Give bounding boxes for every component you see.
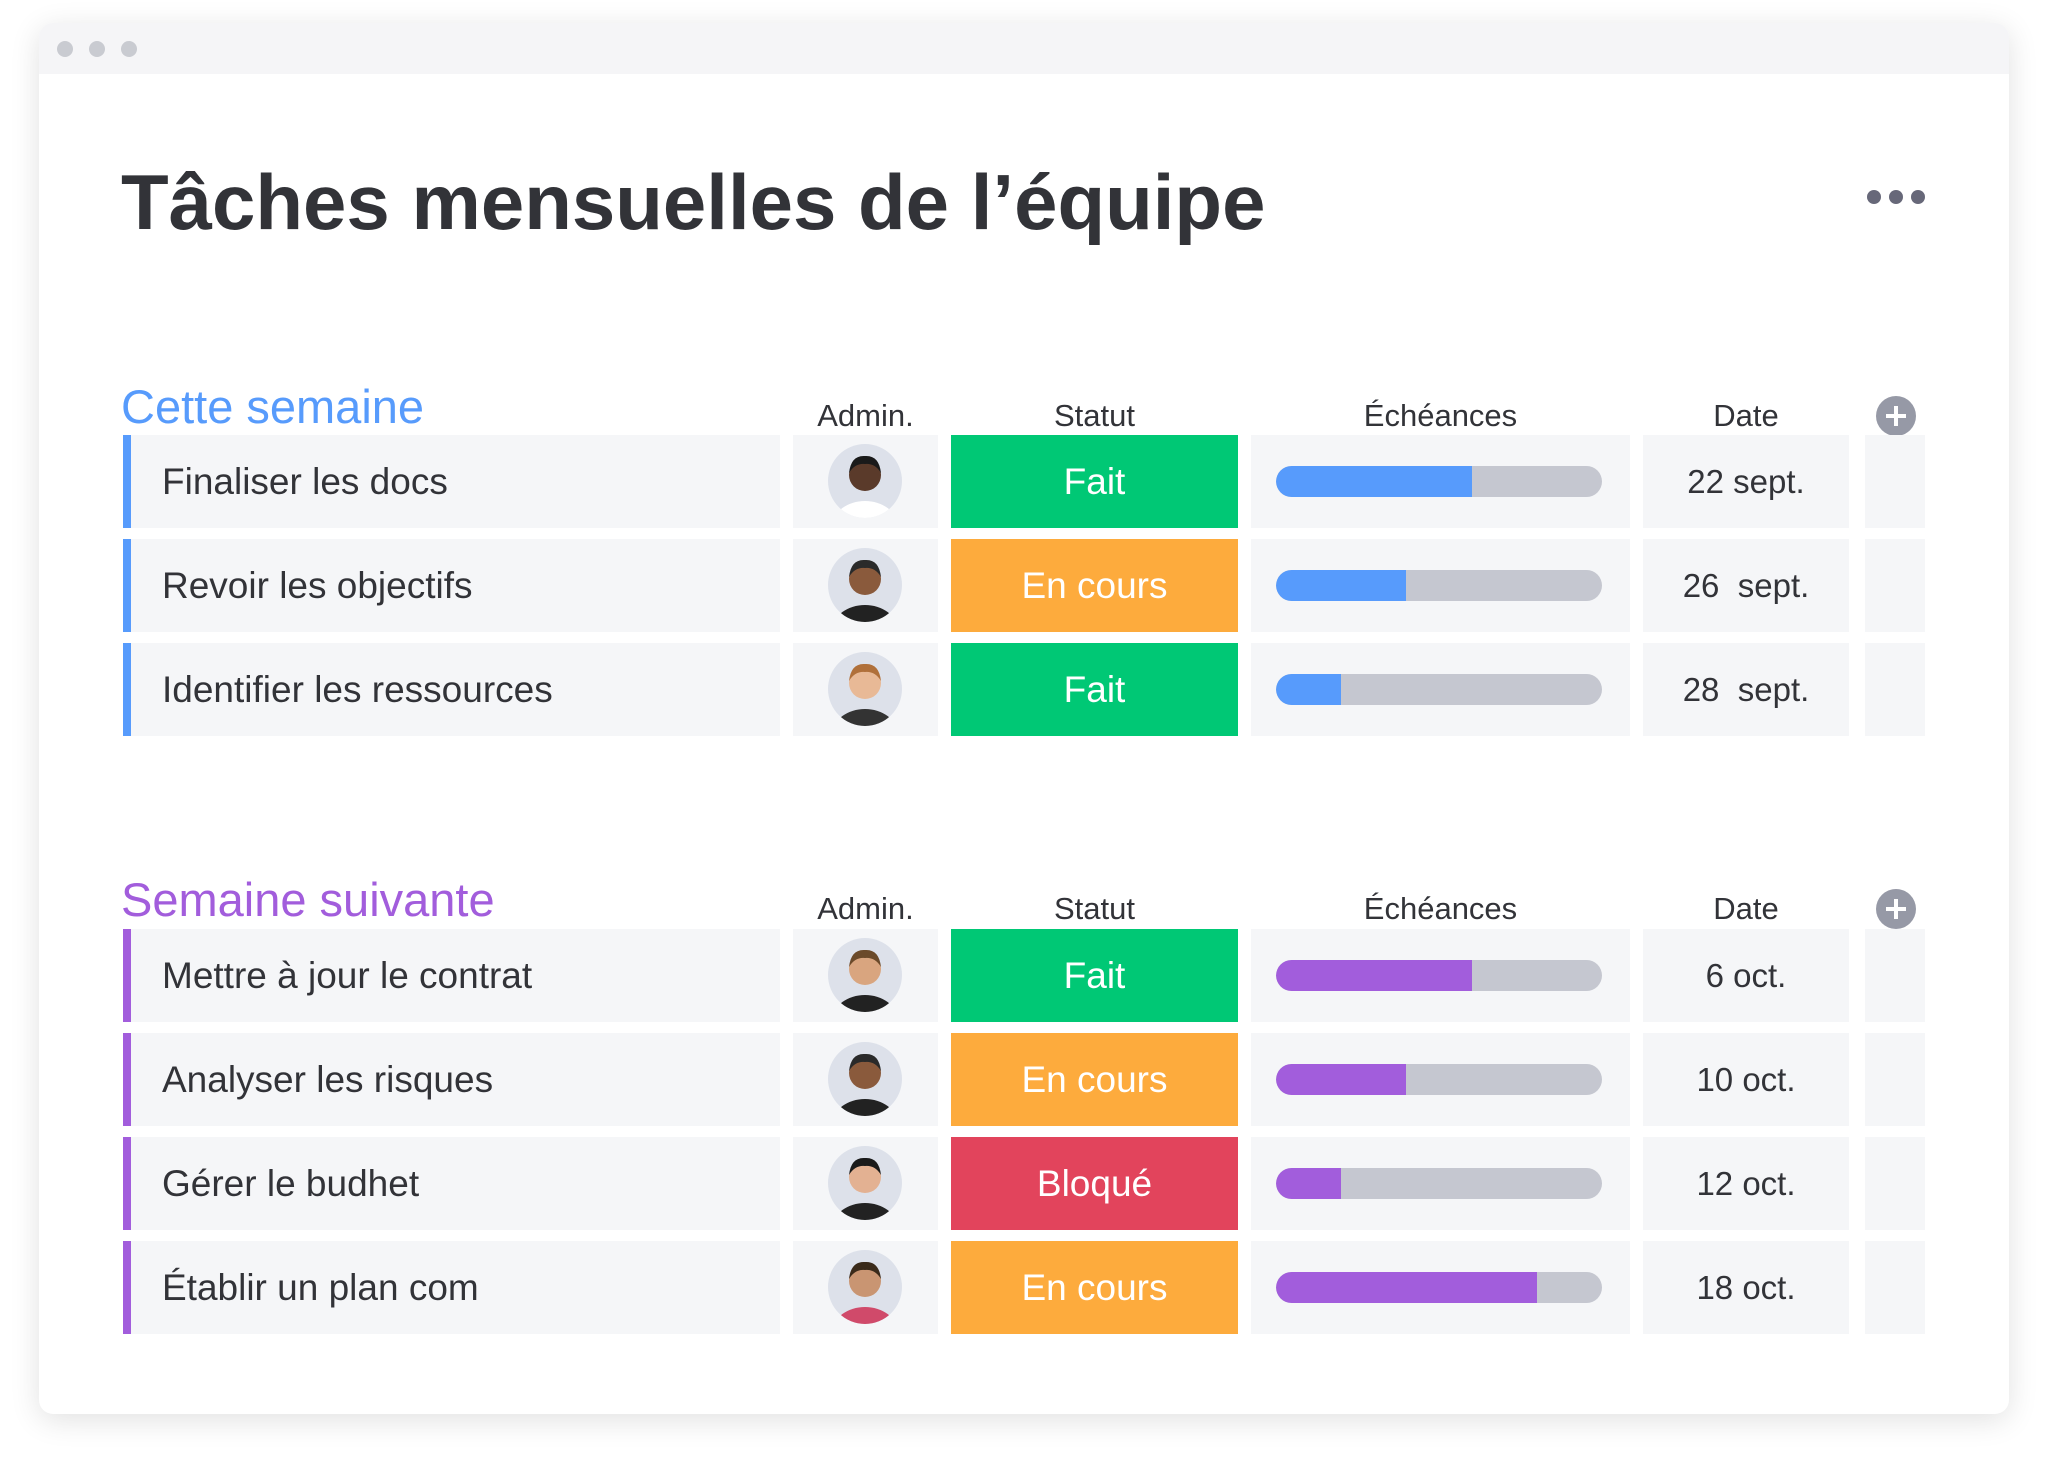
status-cell: Bloqué xyxy=(951,1137,1238,1230)
task-name: Analyser les risques xyxy=(131,1033,780,1126)
status-cell: En cours xyxy=(951,1241,1238,1334)
progress-fill xyxy=(1276,570,1407,601)
empty-cell xyxy=(1865,435,1925,528)
progress-track xyxy=(1276,960,1602,991)
progress-track xyxy=(1276,1064,1602,1095)
avatar[interactable] xyxy=(827,547,903,623)
task-name: Finaliser les docs xyxy=(131,435,780,528)
status-cell: Fait xyxy=(951,929,1238,1022)
avatar[interactable] xyxy=(827,443,903,519)
avatar[interactable] xyxy=(827,651,903,727)
date-cell: 10 oct. xyxy=(1643,1033,1849,1126)
avatar[interactable] xyxy=(827,1249,903,1325)
title-bar xyxy=(39,23,2009,74)
column-header: Date xyxy=(1713,891,1779,926)
avatar[interactable] xyxy=(827,1145,903,1221)
row-color-bar xyxy=(123,1137,131,1230)
column-header: Échéances xyxy=(1363,398,1518,433)
avatar[interactable] xyxy=(827,937,903,1013)
empty-cell xyxy=(1865,643,1925,736)
date-cell: 12 oct. xyxy=(1643,1137,1849,1230)
task-name: Mettre à jour le contrat xyxy=(131,929,780,1022)
row-color-bar xyxy=(123,1033,131,1126)
progress-track xyxy=(1276,1168,1602,1199)
status-cell: En cours xyxy=(951,1033,1238,1126)
avatar[interactable] xyxy=(827,1041,903,1117)
column-header: Date xyxy=(1713,398,1779,433)
status-cell: Fait xyxy=(951,435,1238,528)
progress-track xyxy=(1276,1272,1602,1303)
window-dot xyxy=(57,41,73,57)
window-dot xyxy=(121,41,137,57)
date-cell: 28 sept. xyxy=(1643,643,1849,736)
row-color-bar xyxy=(123,539,131,632)
empty-cell xyxy=(1865,1033,1925,1126)
column-header: Statut xyxy=(1054,891,1135,926)
progress-track xyxy=(1276,466,1602,497)
row-color-bar xyxy=(123,643,131,736)
add-column-button[interactable] xyxy=(1875,395,1917,437)
progress-track xyxy=(1276,674,1602,705)
add-column-button[interactable] xyxy=(1875,888,1917,930)
date-cell: 22 sept. xyxy=(1643,435,1849,528)
column-header: Échéances xyxy=(1363,891,1518,926)
task-name: Gérer le budhet xyxy=(131,1137,780,1230)
column-header: Statut xyxy=(1054,398,1135,433)
window-dot xyxy=(89,41,105,57)
progress-fill xyxy=(1276,674,1342,705)
progress-fill xyxy=(1276,1064,1407,1095)
status-cell: En cours xyxy=(951,539,1238,632)
group-title: Semaine suivante xyxy=(121,872,495,926)
column-header: Admin. xyxy=(817,891,914,926)
date-cell: 26 sept. xyxy=(1643,539,1849,632)
progress-fill xyxy=(1276,1168,1342,1199)
task-name: Établir un plan com xyxy=(131,1241,780,1334)
date-cell: 18 oct. xyxy=(1643,1241,1849,1334)
progress-fill xyxy=(1276,960,1472,991)
task-name: Identifier les ressources xyxy=(131,643,780,736)
group-title: Cette semaine xyxy=(121,379,425,433)
board-title: Tâches mensuelles de l’équipe xyxy=(121,157,1266,246)
empty-cell xyxy=(1865,1137,1925,1230)
status-cell: Fait xyxy=(951,643,1238,736)
more-menu[interactable] xyxy=(1865,185,1927,209)
empty-cell xyxy=(1865,539,1925,632)
empty-cell xyxy=(1865,1241,1925,1334)
row-color-bar xyxy=(123,929,131,1022)
date-cell: 6 oct. xyxy=(1643,929,1849,1022)
progress-fill xyxy=(1276,1272,1537,1303)
progress-fill xyxy=(1276,466,1472,497)
empty-cell xyxy=(1865,929,1925,1022)
progress-track xyxy=(1276,570,1602,601)
row-color-bar xyxy=(123,435,131,528)
row-color-bar xyxy=(123,1241,131,1334)
task-name: Revoir les objectifs xyxy=(131,539,780,632)
column-header: Admin. xyxy=(817,398,914,433)
